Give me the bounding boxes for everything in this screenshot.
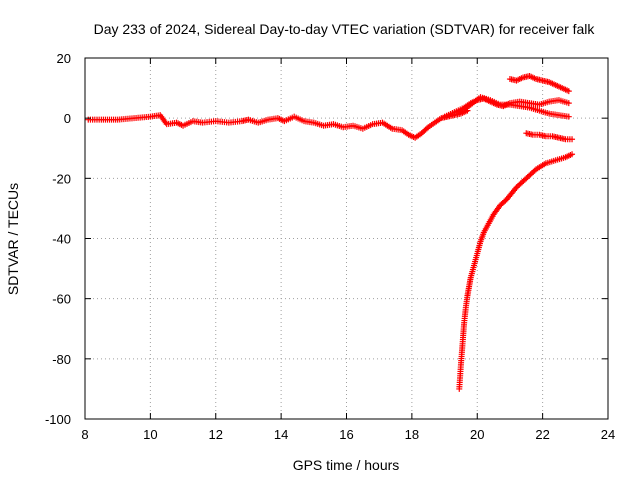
y-tick-label: 0	[64, 111, 71, 126]
series-lower-branch	[523, 130, 576, 143]
series-secondary-branch	[457, 94, 572, 120]
data-point	[565, 100, 572, 107]
grid	[85, 58, 608, 419]
y-tick-label: -100	[45, 412, 71, 427]
x-tick-label: 16	[339, 427, 353, 442]
series-top-branch	[506, 73, 572, 95]
data-point	[569, 151, 576, 158]
y-tick-label: 20	[57, 51, 71, 66]
series-main-band	[85, 107, 471, 141]
x-axis-label: GPS time / hours	[293, 457, 400, 473]
y-tick-label: -40	[52, 232, 71, 247]
x-tick-label: 22	[535, 427, 549, 442]
x-tick-label: 10	[143, 427, 157, 442]
x-tick-label: 12	[209, 427, 223, 442]
y-tick-label: -60	[52, 292, 71, 307]
chart-title: Day 233 of 2024, Sidereal Day-to-day VTE…	[94, 21, 596, 37]
data-point	[565, 88, 572, 95]
x-tick-label: 14	[274, 427, 288, 442]
x-tick-label: 18	[405, 427, 419, 442]
x-tick-label: 8	[81, 427, 88, 442]
x-tick-label: 20	[470, 427, 484, 442]
data-point	[565, 113, 572, 120]
axis-ticks: 8 10 12 14 16 18 20 22 24 -100 -80 -60 -40 -20 0 20	[45, 51, 615, 442]
data-marks	[85, 73, 576, 392]
x-tick-label: 24	[601, 427, 615, 442]
series-descending-arc	[456, 151, 576, 392]
y-tick-label: -80	[52, 352, 71, 367]
y-tick-label: -20	[52, 171, 71, 186]
data-point	[569, 136, 576, 143]
y-axis-label: SDTVAR / TECUs	[5, 183, 21, 295]
